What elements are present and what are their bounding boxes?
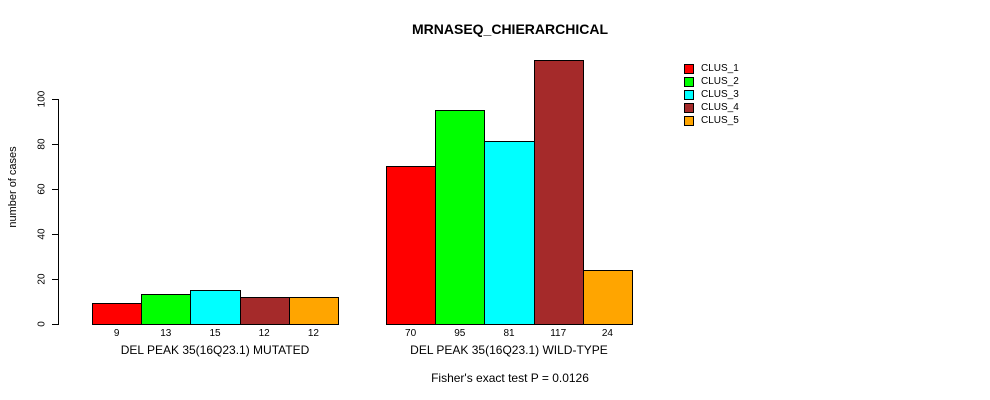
legend-row: CLUS_3 (684, 88, 739, 101)
bar-value-label: 12 (258, 328, 270, 339)
bar-clus_5-group1 (288, 296, 339, 325)
y-tick (52, 143, 58, 145)
y-tick-label: 0 (36, 321, 48, 327)
legend-row: CLUS_1 (684, 62, 739, 75)
bar-clus_4-group2 (533, 60, 584, 325)
bar-clus_3-group1 (190, 289, 241, 325)
y-axis-label: number of cases (7, 146, 19, 228)
bar-clus_2-group1 (141, 294, 192, 325)
legend-swatch-clus_5 (684, 115, 694, 126)
y-tick (52, 278, 58, 280)
y-tick-label: 40 (36, 228, 48, 240)
bar-clus_1-group2 (386, 166, 437, 325)
y-tick-label: 60 (36, 183, 48, 195)
legend-row: CLUS_5 (684, 114, 739, 127)
y-tick (52, 98, 58, 100)
y-tick (52, 323, 58, 325)
legend-swatch-clus_3 (684, 89, 694, 100)
bar-value-label: 70 (405, 328, 417, 339)
legend-label: CLUS_5 (701, 115, 739, 126)
bar-clus_3-group2 (484, 141, 535, 325)
chart-title: MRNASEQ_CHIERARCHICAL (411, 21, 609, 37)
bar-value-label: 24 (601, 328, 613, 339)
bar-clus_2-group2 (435, 109, 486, 325)
legend-swatch-clus_4 (684, 102, 694, 113)
fisher-test-annotation: Fisher's exact test P = 0.0126 (431, 371, 589, 385)
y-tick (52, 188, 58, 190)
bar-value-label: 117 (550, 328, 567, 339)
bar-value-label: 12 (307, 328, 319, 339)
bar-value-label: 95 (454, 328, 466, 339)
bar-value-label: 81 (503, 328, 515, 339)
legend-swatch-clus_2 (684, 76, 694, 87)
y-tick (52, 233, 58, 235)
bar-clus_1-group1 (92, 303, 143, 325)
legend-label: CLUS_3 (701, 89, 739, 100)
bar-clus_5-group2 (582, 269, 633, 325)
legend-label: CLUS_1 (701, 63, 739, 74)
legend-swatch-clus_1 (684, 63, 694, 74)
legend-label: CLUS_2 (701, 76, 739, 87)
group-label: DEL PEAK 35(16Q23.1) WILD-TYPE (410, 343, 608, 357)
legend: CLUS_1 CLUS_2 CLUS_3 CLUS_4 CLUS_5 (684, 62, 739, 127)
bar-value-label: 13 (160, 328, 172, 339)
y-tick-label: 20 (36, 273, 48, 285)
y-axis-line (58, 98, 59, 325)
y-tick-label: 80 (36, 138, 48, 150)
legend-label: CLUS_4 (701, 102, 739, 113)
bar-value-label: 9 (113, 328, 120, 339)
bar-clus_4-group1 (239, 296, 290, 325)
bar-value-label: 15 (209, 328, 221, 339)
group-label: DEL PEAK 35(16Q23.1) MUTATED (120, 343, 310, 357)
legend-row: CLUS_2 (684, 75, 739, 88)
y-tick-label: 100 (36, 90, 48, 108)
legend-row: CLUS_4 (684, 101, 739, 114)
